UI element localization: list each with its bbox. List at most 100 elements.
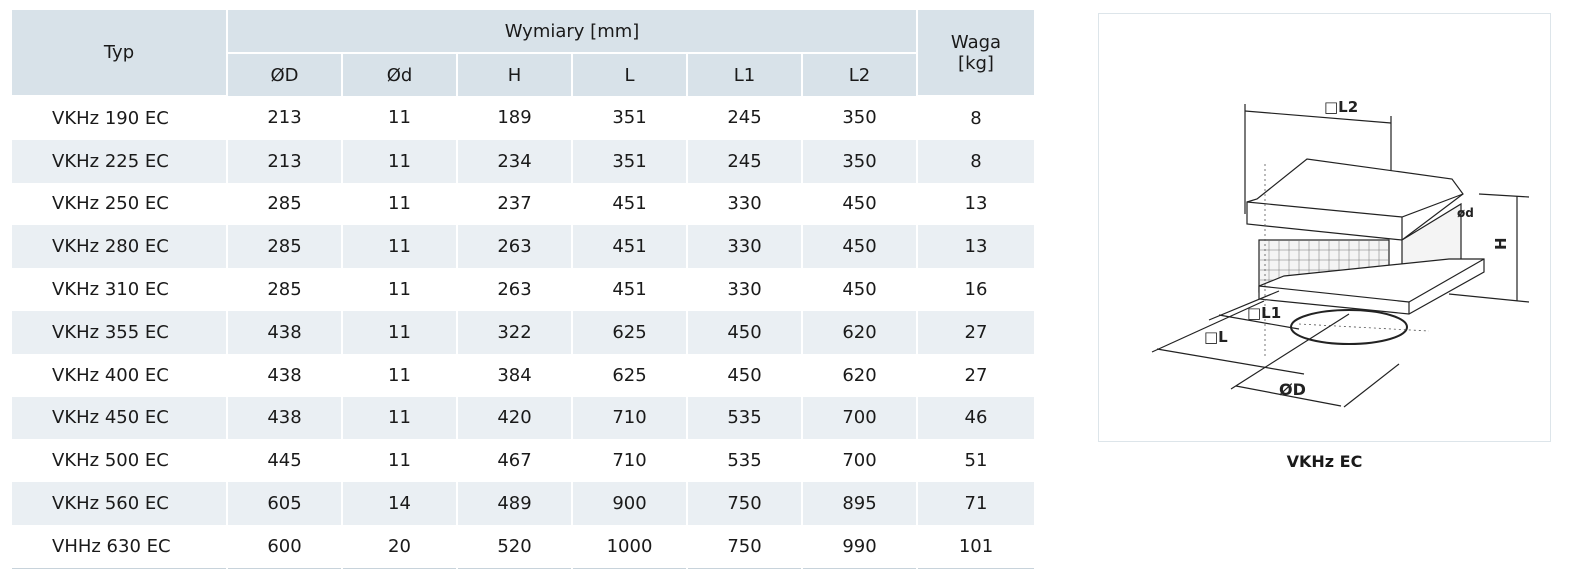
cell-dim: 467 [457, 439, 573, 483]
header-typ: Typ [12, 10, 228, 97]
cell-dim: 330 [687, 225, 803, 269]
cell-dim: 450 [687, 310, 803, 354]
cell-dim: 450 [687, 353, 803, 397]
cell-typ: VKHz 400 EC [12, 353, 228, 397]
label-d: ød [1457, 206, 1474, 220]
cell-dim: 750 [687, 524, 803, 569]
cell-dim: 990 [802, 524, 918, 569]
cell-dim: 350 [802, 96, 918, 140]
cell-dim: 245 [687, 139, 803, 183]
cell-dim: 438 [227, 310, 343, 354]
cell-dim: 11 [342, 268, 458, 311]
table-row: VKHz 450 EC 438 11 420 710 535 700 46 [12, 396, 1036, 440]
cell-dim: 11 [342, 396, 458, 440]
cell-dim: 620 [802, 353, 918, 397]
label-D: ØD [1279, 380, 1306, 399]
cell-dim: 285 [227, 225, 343, 269]
cell-typ: VHHz 630 EC [12, 524, 228, 569]
cell-weight: 101 [917, 524, 1036, 569]
cell-dim: 350 [802, 139, 918, 183]
cell-typ: VKHz 250 EC [12, 182, 228, 226]
table-row: VKHz 500 EC 445 11 467 710 535 700 51 [12, 439, 1036, 483]
table-row: VKHz 250 EC 285 11 237 451 330 450 13 [12, 182, 1036, 226]
cell-dim: 11 [342, 353, 458, 397]
cell-dim: 330 [687, 182, 803, 226]
cell-dim: 535 [687, 396, 803, 440]
product-drawing: □L2 H ød □L1 □L ØD [1098, 13, 1551, 442]
cell-dim: 710 [572, 396, 688, 440]
label-H: H [1492, 237, 1510, 250]
cell-dim: 263 [457, 225, 573, 269]
cell-weight: 71 [917, 482, 1036, 525]
label-L2: □L2 [1324, 98, 1358, 116]
cell-dim: 237 [457, 182, 573, 226]
cell-typ: VKHz 280 EC [12, 225, 228, 269]
cell-dim: 535 [687, 439, 803, 483]
table-row: VKHz 400 EC 438 11 384 625 450 620 27 [12, 353, 1036, 397]
cell-dim: 450 [802, 225, 918, 269]
cell-dim: 451 [572, 268, 688, 311]
cell-dim: 450 [802, 182, 918, 226]
cell-dim: 520 [457, 524, 573, 569]
dimensions-table: Typ Wymiary [mm] Waga [kg] ØD Ød H L L1 L2 VKH… [12, 10, 1036, 569]
cell-typ: VKHz 310 EC [12, 268, 228, 311]
cell-weight: 13 [917, 182, 1036, 226]
cell-dim: 625 [572, 353, 688, 397]
header-dim-0: ØD [227, 53, 343, 96]
cell-dim: 450 [802, 268, 918, 311]
cell-weight: 13 [917, 225, 1036, 269]
cell-dim: 605 [227, 482, 343, 525]
cell-dim: 20 [342, 524, 458, 569]
table-row: VHHz 630 EC 600 20 520 1000 750 990 101 [12, 524, 1036, 569]
cell-dim: 438 [227, 353, 343, 397]
cell-weight: 27 [917, 353, 1036, 397]
cell-dim: 11 [342, 310, 458, 354]
label-L1: □L1 [1247, 304, 1281, 322]
cell-typ: VKHz 190 EC [12, 96, 228, 140]
cell-dim: 700 [802, 396, 918, 440]
cell-dim: 351 [572, 96, 688, 140]
cell-dim: 11 [342, 182, 458, 226]
table-row: VKHz 280 EC 285 11 263 451 330 450 13 [12, 225, 1036, 269]
cell-dim: 451 [572, 182, 688, 226]
header-dim-2: H [457, 53, 573, 96]
figure-caption: VKHz EC [1286, 452, 1363, 471]
header-dim-1: Ød [342, 53, 458, 96]
cell-dim: 285 [227, 182, 343, 226]
cell-weight: 16 [917, 268, 1036, 311]
cell-typ: VKHz 450 EC [12, 396, 228, 440]
cell-dim: 11 [342, 225, 458, 269]
cell-dim: 213 [227, 96, 343, 140]
cell-weight: 46 [917, 396, 1036, 440]
cell-dim: 11 [342, 139, 458, 183]
cell-dim: 330 [687, 268, 803, 311]
cell-dim: 189 [457, 96, 573, 140]
cell-typ: VKHz 500 EC [12, 439, 228, 483]
table-row: VKHz 560 EC 605 14 489 900 750 895 71 [12, 482, 1036, 525]
table-row: VKHz 190 EC 213 11 189 351 245 350 8 [12, 96, 1036, 140]
cell-dim: 445 [227, 439, 343, 483]
cell-dim: 620 [802, 310, 918, 354]
cell-dim: 234 [457, 139, 573, 183]
cell-dim: 1000 [572, 524, 688, 569]
cell-dim: 489 [457, 482, 573, 525]
cell-dim: 11 [342, 96, 458, 140]
cell-dim: 384 [457, 353, 573, 397]
label-L: □L [1204, 328, 1228, 346]
header-weight: Waga [kg] [917, 10, 1036, 97]
cell-dim: 14 [342, 482, 458, 525]
cell-weight: 8 [917, 139, 1036, 183]
header-dim-3: L [572, 53, 688, 96]
cell-dim: 451 [572, 225, 688, 269]
cell-weight: 8 [917, 96, 1036, 140]
table-row: VKHz 355 EC 438 11 322 625 450 620 27 [12, 310, 1036, 354]
cell-typ: VKHz 355 EC [12, 310, 228, 354]
header-dim-5: L2 [802, 53, 918, 96]
cell-dim: 700 [802, 439, 918, 483]
header-dimensions: Wymiary [mm] [227, 10, 918, 54]
cell-dim: 625 [572, 310, 688, 354]
cell-dim: 351 [572, 139, 688, 183]
cell-weight: 51 [917, 439, 1036, 483]
cell-dim: 750 [687, 482, 803, 525]
cell-dim: 11 [342, 439, 458, 483]
